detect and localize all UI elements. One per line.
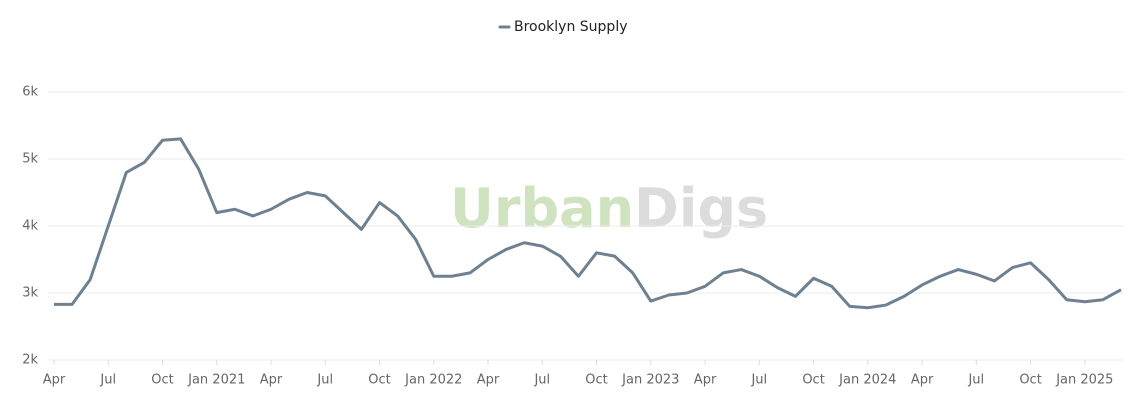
x-tick-label: Jul <box>750 373 767 388</box>
series-line <box>54 137 1122 310</box>
legend-text: Brooklyn Supply <box>514 19 628 35</box>
x-tick-label: Jan 2023 <box>621 373 679 388</box>
x-tick-label: Oct <box>1019 373 1041 388</box>
x-tick-label: Oct <box>368 373 390 388</box>
x-tick-label: Apr <box>694 373 717 388</box>
x-tick-label: Oct <box>585 373 607 388</box>
y-tick-label: 2k <box>22 353 38 368</box>
y-tick-label: 5k <box>22 152 38 167</box>
x-tick-label: Apr <box>477 373 500 388</box>
x-tick-label: Apr <box>43 373 66 388</box>
x-tick-label: Jul <box>967 373 984 388</box>
y-tick-label: 4k <box>22 219 38 234</box>
x-tick-label: Apr <box>260 373 283 388</box>
x-tick-label: Oct <box>151 373 173 388</box>
x-tick-label: Jul <box>99 373 116 388</box>
x-tick-label: Jan 2022 <box>404 373 462 388</box>
x-tick-label: Oct <box>802 373 824 388</box>
x-tick-label: Jan 2025 <box>1055 373 1113 388</box>
y-tick-label: 6k <box>22 85 38 100</box>
x-tick-label: Apr <box>911 373 934 388</box>
watermark-second: Digs <box>634 177 768 240</box>
x-tick-label: Jan 2021 <box>187 373 245 388</box>
y-tick-label: 3k <box>22 286 38 301</box>
watermark-first: Urban <box>450 177 634 240</box>
x-tick-label: Jul <box>316 373 333 388</box>
x-tick-label: Jul <box>533 373 550 388</box>
watermark: UrbanDigs <box>450 177 768 240</box>
x-tick-label: Jan 2024 <box>838 373 896 388</box>
